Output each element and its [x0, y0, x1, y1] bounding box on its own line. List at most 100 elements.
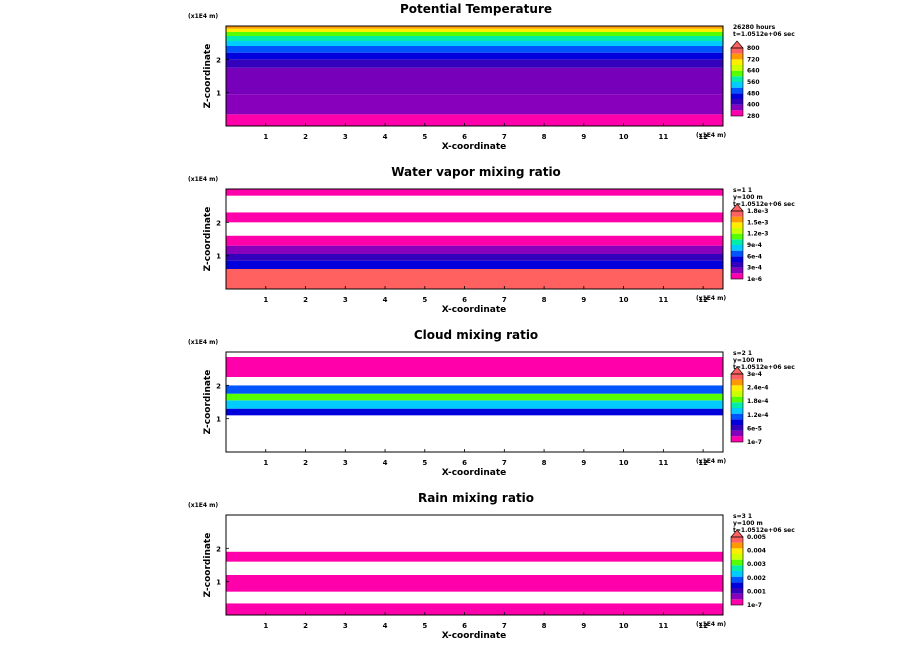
- x-tick-label: 6: [462, 296, 467, 304]
- colorbar-segment: [731, 408, 743, 414]
- colorbar-segment: [731, 70, 743, 77]
- colorbar-segment: [731, 273, 743, 279]
- field-band-0: [226, 415, 723, 452]
- colorbar-label: 0.005: [747, 534, 766, 541]
- x-axis-label: X-coordinate: [442, 631, 507, 641]
- colorbar-segment: [731, 576, 743, 583]
- colorbar-segment: [731, 593, 743, 600]
- colorbar-segment: [731, 262, 743, 268]
- z-axis-label: Z-coordinate: [203, 533, 213, 598]
- chart-title: Cloud mixing ratio: [414, 328, 538, 342]
- colorbar-segment: [731, 222, 743, 228]
- field-band-7: [226, 352, 723, 357]
- x-tick-label: 7: [502, 459, 507, 467]
- colorbar-label: 0.001: [747, 588, 766, 595]
- x-tick-label: 10: [619, 133, 629, 141]
- colorbar-label: 2.4e-4: [747, 385, 768, 392]
- x-scale-label: (x1E4 m): [696, 621, 726, 628]
- z-tick-label: 1: [216, 416, 221, 424]
- field-band-6: [226, 357, 723, 377]
- x-tick-label: 2: [303, 133, 308, 141]
- colorbar-segment: [731, 571, 743, 577]
- colorbar-segment: [731, 87, 743, 94]
- plot-frame: [225, 188, 724, 290]
- colorbar-segment: [731, 385, 743, 391]
- panel-svg: Cloud mixing ratio(x1E4 m)1 2 3 4 5 6 7 8 9 10 11 1…: [188, 328, 795, 478]
- x-tick-label: 12: [698, 133, 708, 141]
- colorbar-label: 1e-7: [747, 602, 762, 609]
- colorbar-label: 6e-5: [747, 425, 762, 432]
- field-band-6: [226, 212, 723, 223]
- colorbar-segment: [731, 93, 743, 99]
- legend-header-line: y=100 m: [733, 520, 763, 527]
- colorbar-segment: [731, 82, 743, 88]
- z-scale-label: (x1E4 m): [188, 176, 218, 183]
- x-scale-label: (x1E4 m): [696, 132, 726, 139]
- x-tick-label: 3: [343, 296, 348, 304]
- colorbar-segment: [731, 436, 743, 442]
- colorbar-segment: [731, 588, 743, 594]
- colorbar-segment: [731, 379, 743, 386]
- x-tick-label: 3: [343, 133, 348, 141]
- x-tick-label: 6: [462, 133, 467, 141]
- field-band-4: [226, 551, 723, 562]
- colorbar-segment: [731, 216, 743, 223]
- x-tick-label: 3: [343, 459, 348, 467]
- colorbar-label: 3e-4: [747, 265, 762, 272]
- colorbar-arrow: [730, 40, 744, 49]
- x-tick-label: 2: [303, 459, 308, 467]
- colorbar-segment: [731, 582, 743, 588]
- legend-header-line: y=100 m: [733, 194, 763, 201]
- colorbar-label: 280: [747, 113, 760, 120]
- field-band-3: [226, 393, 723, 401]
- colorbar-label: 1.8e-3: [747, 208, 768, 215]
- plot-frame: [225, 25, 724, 127]
- colorbar-segment: [731, 542, 743, 549]
- field-band-0: [226, 114, 723, 126]
- x-tick-label: 9: [581, 459, 586, 467]
- field-band-7: [226, 195, 723, 213]
- legend-header-line: t=1.0512e+06 sec: [733, 364, 795, 371]
- field-band-4: [226, 235, 723, 246]
- potential-temperature-panel: Potential Temperature (x1E4 m) 1 2 3 4 5 6 7 8 9 10…: [0, 0, 904, 164]
- panel-svg: Water vapor mixing ratio(x1E4 m)1 2 3 4 5 6 7 8…: [188, 165, 795, 315]
- x-tick-label: 12: [698, 296, 708, 304]
- x-tick-label: 9: [581, 133, 586, 141]
- z-tick-label: 1: [216, 90, 221, 98]
- colorbar-label: 0.002: [747, 575, 766, 582]
- colorbar-frame: [730, 536, 744, 606]
- chart-title: Potential Temperature: [400, 2, 552, 16]
- colorbar-segment: [731, 559, 743, 566]
- x-tick-label: 4: [383, 459, 388, 467]
- colorbar-segment: [731, 554, 743, 560]
- legend-header-line: y=100 m: [733, 357, 763, 364]
- field-band-1: [226, 591, 723, 604]
- z-tick-label: 2: [216, 382, 221, 390]
- z-tick-label: 2: [216, 545, 221, 553]
- x-tick-label: 3: [343, 622, 348, 630]
- x-tick-label: 7: [502, 133, 507, 141]
- panel-svg: Rain mixing ratio(x1E4 m)1 2 3 4 5 6 7 8 9 10 11 12…: [188, 491, 795, 641]
- x-tick-label: 2: [303, 622, 308, 630]
- legend-header-line: s=2 1: [733, 350, 752, 357]
- field-band-3: [226, 245, 723, 254]
- colorbar-segment: [731, 65, 743, 71]
- field-band-4: [226, 385, 723, 394]
- rain-mixing-panel: Rain mixing ratio (x1E4 m) 1 2 3 4 5 6 7 8 9 10 11 12…: [0, 489, 904, 653]
- x-tick-label: 11: [658, 133, 668, 141]
- colorbar-label: 0.004: [747, 548, 766, 555]
- legend-header-line: s=3 1: [733, 513, 752, 520]
- z-scale-label: (x1E4 m): [188, 339, 218, 346]
- x-tick-label: 1: [263, 296, 268, 304]
- water-vapor-panel: Water vapor mixing ratio (x1E4 m) 1 2 3 4 5 6 7 8…: [0, 163, 904, 327]
- colorbar-label: 1.2e-4: [747, 412, 768, 419]
- x-tick-label: 2: [303, 296, 308, 304]
- field-band-0: [226, 269, 723, 289]
- colorbar-label: 400: [747, 102, 760, 109]
- z-scale-label: (x1E4 m): [188, 13, 218, 20]
- colorbar-label: 1.5e-3: [747, 219, 768, 226]
- colorbar-segment: [731, 211, 743, 217]
- colorbar-segment: [731, 245, 743, 251]
- field-band-5: [226, 46, 723, 53]
- x-tick-label: 10: [619, 296, 629, 304]
